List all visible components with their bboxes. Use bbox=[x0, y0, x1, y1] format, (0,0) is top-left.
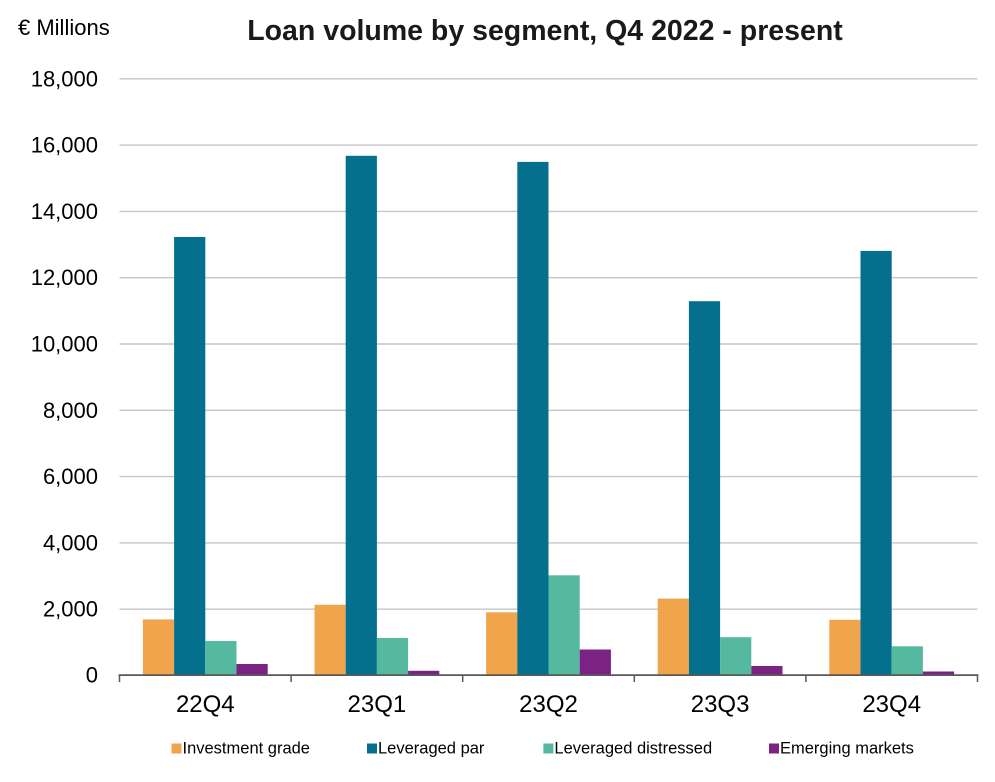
svg-text:4,000: 4,000 bbox=[43, 530, 98, 555]
svg-text:Leveraged par: Leveraged par bbox=[378, 740, 485, 758]
svg-text:18,000: 18,000 bbox=[31, 66, 98, 91]
svg-text:23Q2: 23Q2 bbox=[519, 691, 578, 718]
svg-text:Leveraged distressed: Leveraged distressed bbox=[554, 740, 712, 758]
svg-text:2,000: 2,000 bbox=[43, 597, 98, 622]
svg-text:23Q1: 23Q1 bbox=[348, 691, 407, 718]
svg-text:6,000: 6,000 bbox=[43, 464, 98, 489]
svg-text:16,000: 16,000 bbox=[31, 133, 98, 158]
svg-text:0: 0 bbox=[86, 663, 98, 688]
svg-text:€ Millions: € Millions bbox=[18, 15, 110, 40]
svg-text:14,000: 14,000 bbox=[31, 199, 98, 224]
svg-text:10,000: 10,000 bbox=[31, 332, 98, 357]
svg-text:12,000: 12,000 bbox=[31, 265, 98, 290]
svg-text:23Q4: 23Q4 bbox=[862, 691, 921, 718]
svg-text:23Q3: 23Q3 bbox=[691, 691, 750, 718]
svg-text:8,000: 8,000 bbox=[43, 398, 98, 423]
svg-text:22Q4: 22Q4 bbox=[176, 691, 235, 718]
svg-text:Emerging markets: Emerging markets bbox=[780, 740, 914, 758]
svg-text:Loan volume by segment, Q4 202: Loan volume by segment, Q4 2022 - presen… bbox=[247, 15, 843, 47]
svg-text:Investment grade: Investment grade bbox=[183, 740, 311, 758]
